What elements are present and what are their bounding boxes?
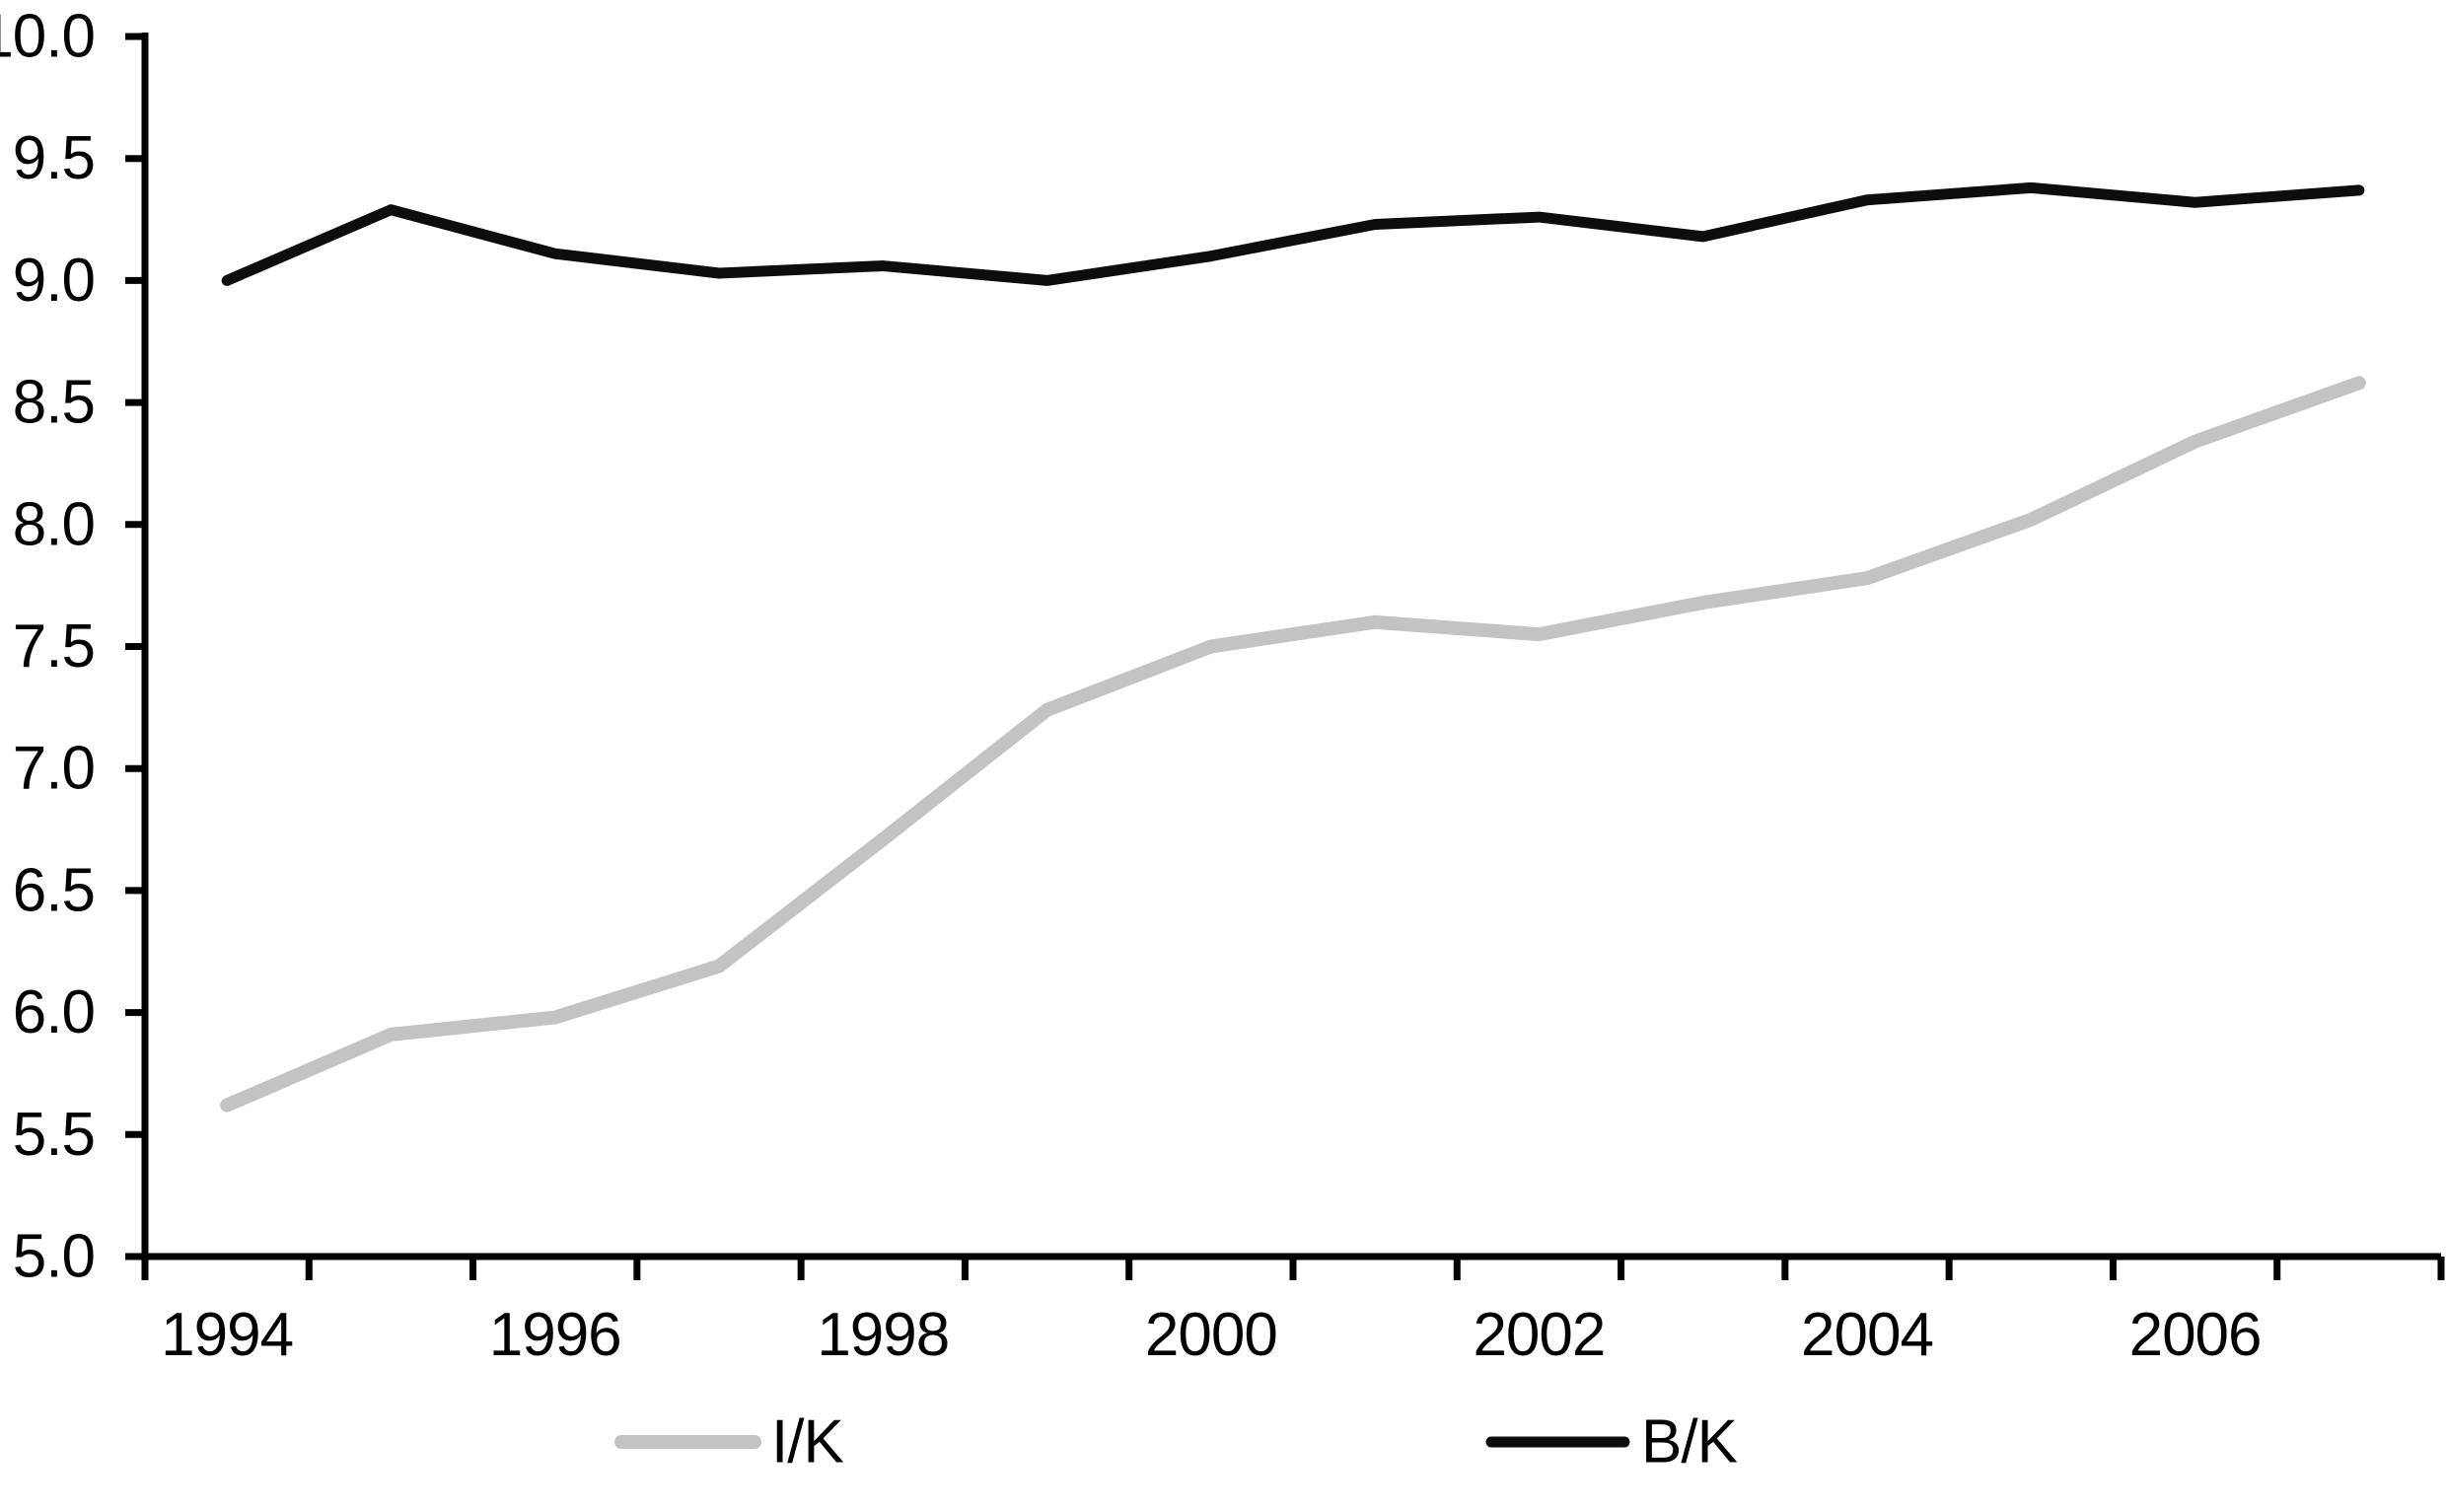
x-tick-label: 1994 (161, 1301, 293, 1369)
y-tick-label: 6.0 (13, 978, 95, 1046)
x-tick-label: 2000 (1145, 1301, 1277, 1369)
series-lines (220, 181, 2366, 1113)
series-line-i-k (220, 376, 2366, 1113)
y-tick-label: 9.5 (13, 124, 95, 192)
x-tick-label: 2006 (2129, 1301, 2262, 1369)
x-tick-label: 2002 (1473, 1301, 1605, 1369)
y-tick-label: 6.5 (13, 856, 95, 924)
axes: 5.0 5.5 6.0 6.5 7.0 7.5 8.0 8.5 9.0 9.5 10.0 1994 19… (0, 3, 2445, 1369)
y-tick-label: 8.0 (13, 490, 95, 558)
x-tick-label: 1998 (817, 1301, 949, 1369)
legend-label-bk: B/K (1641, 1408, 1738, 1476)
y-tick-label: 7.5 (13, 612, 95, 681)
series-line-b-k (221, 181, 2365, 286)
y-tick-label: 10.0 (0, 3, 95, 71)
x-tick-label: 1996 (489, 1301, 621, 1369)
x-tick-label: 2004 (1801, 1301, 1933, 1369)
y-tick-label: 9.0 (13, 247, 95, 315)
legend: I/K B/K (614, 1408, 1739, 1476)
y-tick-label: 5.0 (13, 1223, 95, 1291)
y-tick-label: 7.0 (13, 735, 95, 803)
y-tick-label: 5.5 (13, 1101, 95, 1169)
y-tick-label: 8.5 (13, 369, 95, 437)
legend-label-ik: I/K (771, 1408, 843, 1476)
